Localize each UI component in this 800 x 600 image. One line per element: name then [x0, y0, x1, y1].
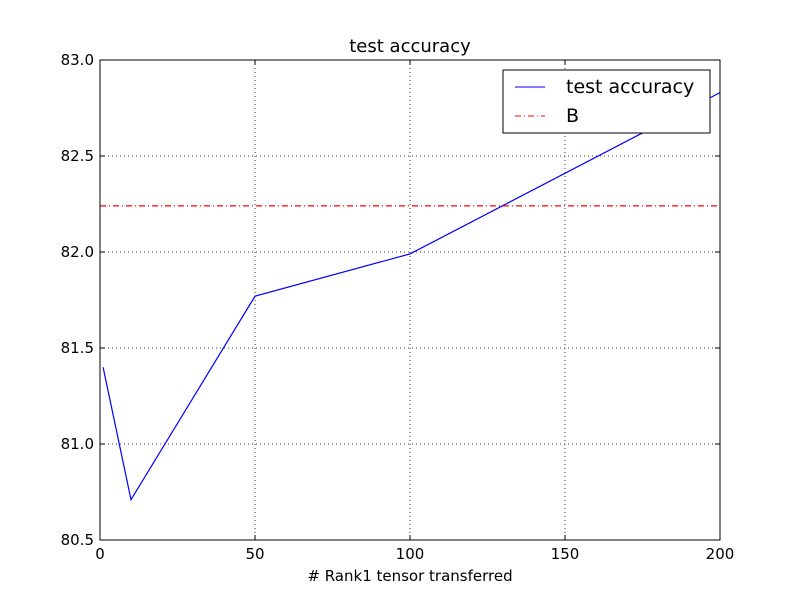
- legend-label-test-accuracy: test accuracy: [566, 76, 694, 98]
- series-line-test-accuracy: [102, 92, 721, 502]
- x-tick-label: 0: [95, 545, 105, 563]
- x-axis-title: # Rank1 tensor transferred: [307, 567, 512, 585]
- y-tick-label: 82.5: [61, 147, 94, 165]
- legend-label-b: B: [566, 105, 579, 127]
- x-tick-label: 50: [245, 545, 264, 563]
- y-tick-label: 81.0: [61, 435, 94, 453]
- y-tick-label: 80.5: [61, 531, 94, 549]
- x-tick-label: 100: [396, 545, 425, 563]
- y-tick-label: 83.0: [61, 51, 94, 69]
- chart-title: test accuracy: [349, 36, 471, 57]
- series-layer: [100, 92, 721, 502]
- x-tick-label: 200: [706, 545, 735, 563]
- legend: test accuracy B: [502, 69, 711, 134]
- legend-box: [502, 69, 711, 134]
- ticks: 0 50 100 150 200 80.5 81.0 81.5 82.0 82.5 83.0: [61, 51, 735, 563]
- y-tick-label: 81.5: [61, 339, 94, 357]
- y-tick-label: 82.0: [61, 243, 94, 261]
- x-tick-label: 150: [551, 545, 580, 563]
- grid: [100, 60, 720, 540]
